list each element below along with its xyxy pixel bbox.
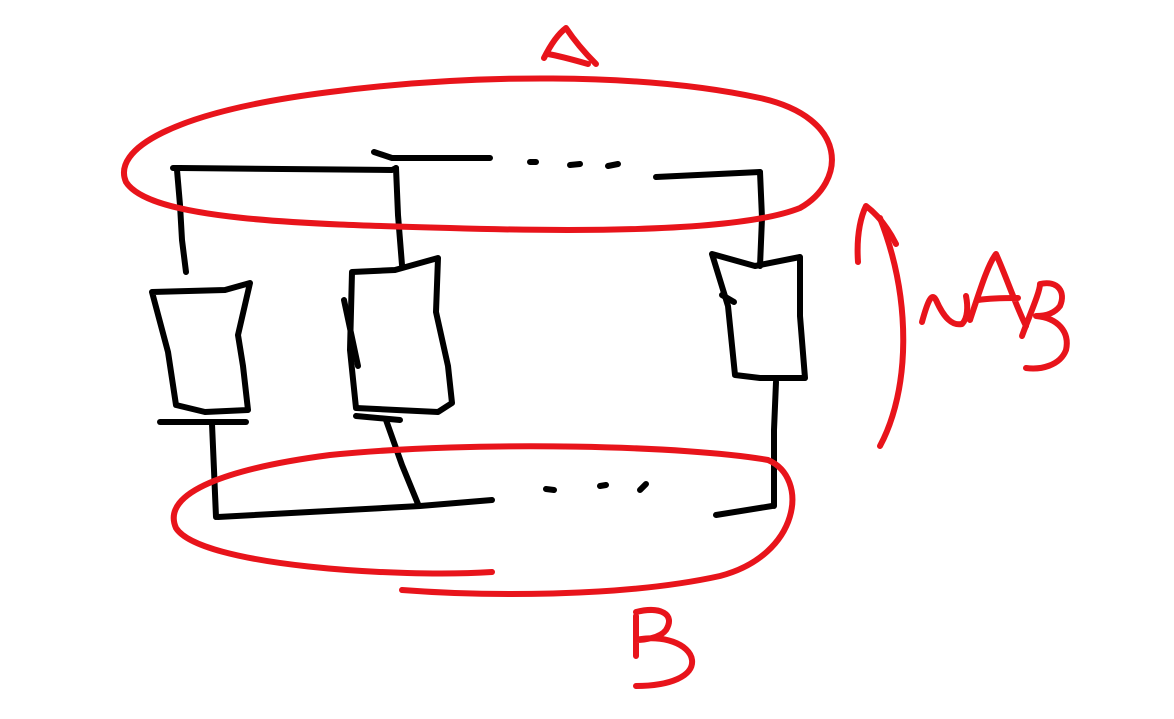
resistor-icon	[709, 251, 808, 381]
node-b-ellipse	[170, 443, 796, 598]
curved-arrow-icon	[854, 203, 907, 449]
branch-2-wire-top	[393, 165, 405, 268]
voltage-label: UAB	[918, 278, 1069, 362]
branch-1-wire-top	[174, 167, 189, 275]
node-a-label: A	[543, 0, 596, 82]
node-a-ellipse	[121, 75, 835, 233]
branch-3-wire-bottom	[771, 379, 779, 509]
node-a-glyph	[541, 25, 599, 67]
branch-2-wire-bottom	[383, 417, 421, 507]
labels: A B UAB	[543, 0, 1069, 707]
annotations	[121, 25, 1070, 689]
bottom-rail-wire	[215, 497, 775, 520]
node-b-label: B	[630, 617, 684, 707]
ellipsis-icon	[543, 481, 649, 493]
voltage-glyph	[919, 251, 1070, 372]
circuit	[149, 149, 808, 520]
resistor-icon	[341, 255, 455, 423]
ellipsis-icon	[527, 159, 621, 169]
top-rail-wire	[170, 149, 763, 180]
node-b-glyph	[633, 607, 696, 689]
resistor-icon	[149, 280, 253, 425]
branch-1-wire-bottom	[209, 421, 219, 520]
